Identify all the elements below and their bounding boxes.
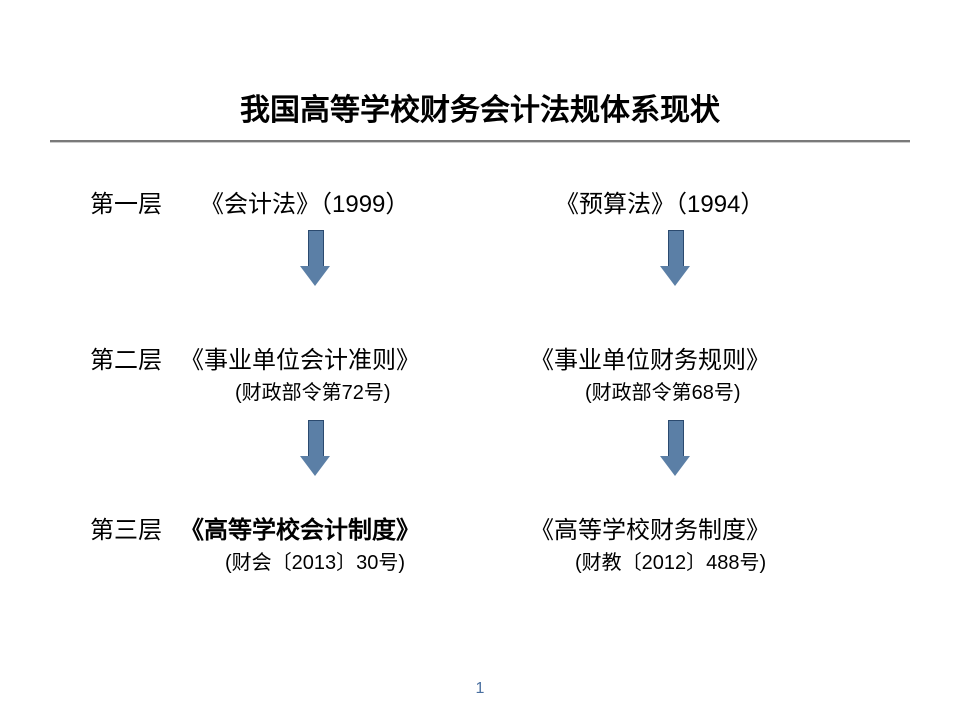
title-divider [50, 140, 910, 143]
page-title: 我国高等学校财务会计法规体系现状 [0, 85, 960, 129]
left-r2-sub: (财政部令第72号) [235, 376, 391, 405]
layer3-label: 第三层 [90, 510, 162, 545]
right-r2: 《事业单位财务规则》 [530, 340, 770, 375]
right-r2-sub: (财政部令第68号) [585, 376, 741, 405]
left-r2: 《事业单位会计准则》 [180, 340, 420, 375]
page-number: 1 [0, 680, 960, 698]
right-r3-sub: (财教〔2012〕488号) [575, 546, 766, 575]
left-r3: 《高等学校会计制度》 [180, 510, 420, 545]
layer1-label: 第一层 [90, 184, 162, 219]
right-r3: 《高等学校财务制度》 [530, 510, 770, 545]
left-r1: 《会计法》（1999） [200, 184, 409, 219]
left-r3-sub: (财会〔2013〕30号) [225, 546, 405, 575]
right-r1: 《预算法》（1994） [555, 184, 764, 219]
layer2-label: 第二层 [90, 340, 162, 375]
